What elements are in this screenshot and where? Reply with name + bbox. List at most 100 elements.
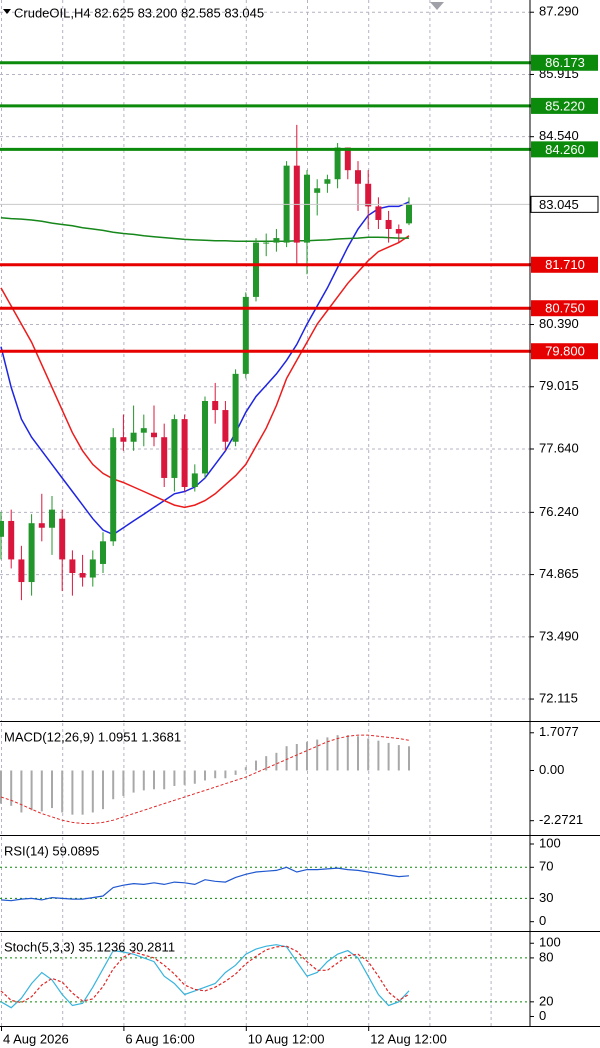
histogram-bar [81, 770, 84, 815]
y-tick-label: 0 [539, 913, 546, 928]
candle-body [375, 206, 382, 220]
histogram-bar [265, 756, 268, 771]
histogram-bar [397, 745, 400, 771]
histogram-bar [244, 767, 247, 771]
y-tick-label: 73.490 [539, 628, 579, 643]
histogram-bar [255, 760, 257, 771]
y-tick-label: 74.865 [539, 566, 579, 581]
histogram-bar [275, 752, 278, 771]
series-line [0, 866, 410, 902]
candle-body [253, 242, 259, 297]
histogram-bar [71, 770, 74, 815]
y-tick-label: 76.240 [539, 504, 579, 519]
level-label-box [531, 141, 598, 158]
series-line [0, 945, 410, 1004]
candle-body [110, 437, 117, 542]
histogram-bar [326, 737, 329, 771]
y-tick-label: 72.115 [539, 690, 578, 705]
y-tick-label: 1.7077 [539, 724, 579, 739]
y-tick-label: 79.015 [539, 378, 579, 393]
candle-body [59, 518, 66, 560]
histogram-bar [102, 770, 104, 810]
candle-body [273, 238, 280, 243]
shift-marker [430, 2, 444, 10]
histogram-bar [0, 770, 2, 804]
x-tick-label: 10 Aug 12:00 [248, 1031, 325, 1046]
y-tick-label: 30 [539, 890, 553, 905]
series-line [0, 201, 410, 536]
histogram-bar [153, 770, 155, 790]
y-tick-label: 70 [539, 859, 553, 874]
histogram-bar [316, 739, 319, 771]
candle-body [100, 541, 106, 564]
candle-body [130, 432, 137, 442]
series-line [0, 216, 409, 242]
histogram-bar [204, 770, 206, 781]
histogram-bar [214, 770, 217, 779]
candle-body [191, 473, 198, 488]
histogram-bar [163, 770, 166, 790]
candle-body [334, 147, 341, 180]
candle-body [314, 188, 321, 193]
histogram-bar [112, 770, 115, 800]
candle-body [0, 520, 4, 537]
histogram-bar [51, 770, 53, 809]
level-label: 81.710 [545, 257, 585, 272]
y-tick-label: 100 [539, 935, 561, 950]
histogram-bar [377, 740, 380, 771]
candle-body [355, 170, 361, 184]
last-price-label: 83.045 [539, 197, 579, 212]
level-label-box [531, 300, 598, 317]
histogram-bar [224, 770, 227, 779]
candle-body [344, 147, 351, 171]
histogram-bar [367, 738, 370, 771]
level-label-box [531, 256, 598, 273]
level-label-box [531, 97, 598, 114]
series-line [0, 944, 410, 1009]
x-tick-label: 4 Aug 2026 [3, 1031, 69, 1046]
y-tick-label: 87.290 [539, 4, 579, 19]
histogram-bar [295, 743, 298, 771]
histogram-bar [173, 770, 176, 786]
candle-body [89, 559, 96, 578]
y-tick-label: 84.540 [539, 128, 579, 143]
candle-body [324, 179, 331, 184]
series-line [0, 235, 410, 509]
candle-body [151, 432, 157, 438]
candle-body [222, 410, 229, 442]
level-label-box [531, 343, 598, 360]
histogram-bar [122, 770, 125, 796]
candle-body [171, 419, 178, 478]
x-tick-label: 6 Aug 16:00 [125, 1031, 194, 1046]
histogram-bar [61, 770, 64, 813]
candle-body [140, 428, 147, 433]
level-label: 85.220 [545, 98, 585, 113]
series-line [0, 734, 410, 824]
candle-body [120, 437, 127, 442]
histogram-bar [408, 746, 410, 771]
histogram-bar [30, 770, 33, 811]
last-price-box [530, 195, 599, 213]
marks-layer [0, 61, 598, 1009]
candle-body [263, 242, 270, 244]
level-label: 84.260 [545, 142, 585, 157]
candle-body [8, 520, 15, 560]
histogram-bar [357, 736, 359, 771]
level-label: 80.750 [545, 301, 585, 316]
candle-body [161, 437, 168, 478]
candle-body [395, 229, 402, 234]
text-layer: 4 Aug 2026 6 Aug 16:00 10 Aug 12:00 12 Aug … [1, 4, 599, 1046]
y-tick-label: 77.640 [539, 440, 579, 455]
histogram-bar [346, 735, 349, 771]
candle-body [18, 559, 25, 583]
panel-title: CrudeOIL,H4 82.625 83.200 82.585 83.045 [14, 5, 264, 20]
panel-title: RSI(14) 59.0895 [4, 843, 99, 858]
y-tick-label: 20 [539, 993, 553, 1008]
candle-body [406, 204, 412, 224]
histogram-bar [40, 770, 43, 812]
level-label-box [531, 54, 598, 71]
y-tick-label: 100 [539, 835, 561, 850]
histogram-bar [142, 770, 145, 791]
